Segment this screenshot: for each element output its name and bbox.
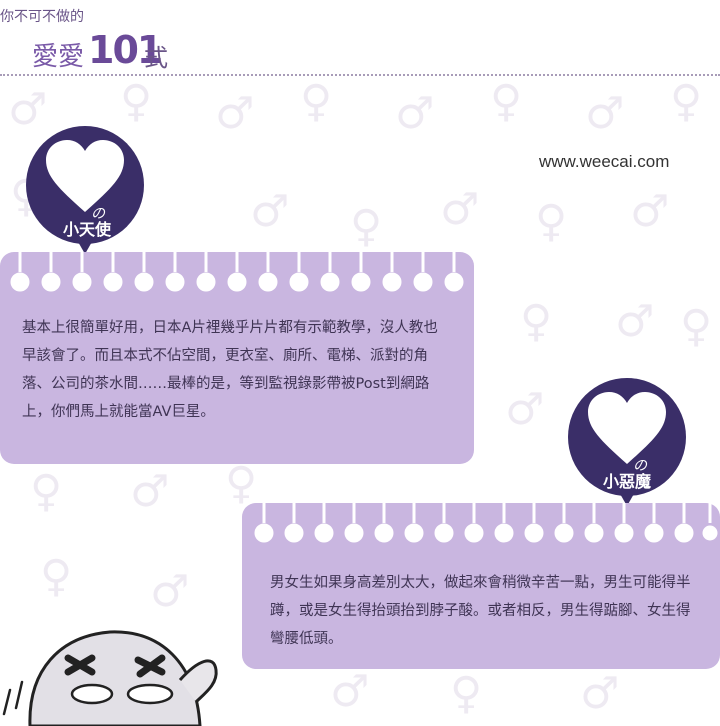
series-number: 101 [88,28,163,72]
series-small-title: 你不可不做的 [0,9,84,25]
female-symbol-icon: ♀ [680,301,713,352]
male-symbol-icon: ♂ [440,184,480,235]
male-symbol-icon: ♂ [580,668,620,719]
male-symbol-icon: ♂ [215,88,255,139]
devil-note-card: 男女生如果身高差別太大，做起來會稍微辛苦一點，男生可能得半蹲，或是女生得抬頭抬到… [242,503,720,669]
devil-note-text: 男女生如果身高差別太大，做起來會稍微辛苦一點，男生可能得半蹲，或是女生得抬頭抬到… [270,575,691,647]
badge-mark: の [633,458,647,474]
female-symbol-icon: ♀ [520,296,553,347]
male-symbol-icon: ♂ [250,186,290,237]
series-suffix: 式 [144,44,168,72]
male-symbol-icon: ♂ [615,296,655,347]
female-symbol-icon: ♀ [300,76,333,127]
angel-badge-label: 小天使 [62,220,111,239]
female-symbol-icon: ♀ [30,466,63,517]
header-divider [0,74,720,76]
female-symbol-icon: ♀ [225,458,258,509]
female-symbol-icon: ♀ [490,76,523,127]
cartoon-face-illustration [2,630,218,726]
heart-icon [46,140,124,212]
female-symbol-icon: ♀ [670,76,703,127]
female-symbol-icon: ♀ [535,196,568,247]
devil-badge-label: 小惡魔 [602,472,651,491]
spiral-binding [254,503,718,543]
angel-note-card: 基本上很簡單好用，日本A片裡幾乎片片都有示範教學，沒人教也早該會了。而且本式不佔… [0,252,474,464]
series-main-title: 愛愛 [32,42,85,72]
heart-icon [588,392,666,464]
male-symbol-icon: ♂ [130,466,170,517]
male-symbol-icon: ♂ [330,666,370,717]
male-symbol-icon: ♂ [150,566,190,617]
female-symbol-icon: ♀ [350,201,383,252]
female-symbol-icon: ♀ [450,668,483,719]
male-symbol-icon: ♂ [630,186,670,237]
spiral-binding [10,252,464,292]
male-symbol-icon: ♂ [8,84,48,135]
female-symbol-icon: ♀ [40,551,73,602]
page-header: 你不可不做的 愛愛 101 式 [0,0,720,78]
angel-note-text: 基本上很簡單好用，日本A片裡幾乎片片都有示範教學，沒人教也早該會了。而且本式不佔… [22,320,438,420]
website-url: www.weecai.com [539,152,670,171]
badge-mark: の [91,206,105,222]
male-symbol-icon: ♂ [585,88,625,139]
male-symbol-icon: ♂ [395,88,435,139]
male-symbol-icon: ♂ [505,384,545,435]
female-symbol-icon: ♀ [120,76,153,127]
